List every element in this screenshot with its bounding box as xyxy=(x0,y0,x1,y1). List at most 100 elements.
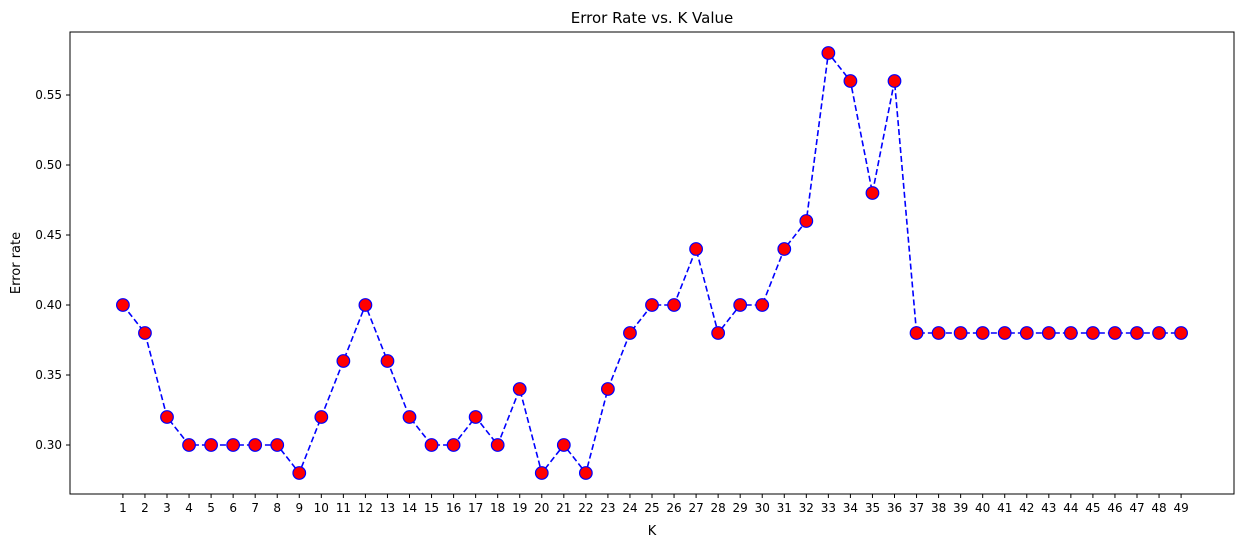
x-tick-label: 25 xyxy=(644,501,659,515)
data-point xyxy=(402,410,417,424)
x-tick-label: 40 xyxy=(975,501,990,515)
x-tick-label: 23 xyxy=(600,501,615,515)
x-tick-label: 29 xyxy=(733,501,748,515)
x-tick-label: 33 xyxy=(821,501,836,515)
data-point xyxy=(292,466,307,480)
data-point xyxy=(314,410,329,424)
data-point xyxy=(1041,326,1056,340)
x-tick-label: 36 xyxy=(887,501,902,515)
data-point xyxy=(953,326,968,340)
x-tick-label: 24 xyxy=(622,501,637,515)
data-point xyxy=(755,298,770,312)
data-point xyxy=(645,298,659,312)
x-axis: 1 2 3 4 5 6 7 8 9 10 11 12 13 14 15 16 17 18 19 20 21 22 23 24 2… xyxy=(119,494,1189,515)
x-tick-label: 43 xyxy=(1041,501,1056,515)
data-point xyxy=(909,326,924,340)
data-point xyxy=(821,46,836,60)
chart-title: Error Rate vs. K Value xyxy=(571,9,734,27)
x-tick-label: 17 xyxy=(468,501,483,515)
data-point xyxy=(182,438,196,452)
x-tick-label: 10 xyxy=(314,501,329,515)
x-tick-label: 22 xyxy=(578,501,593,515)
x-tick-label: 5 xyxy=(207,501,215,515)
x-tick-label: 28 xyxy=(710,501,725,515)
y-tick-label: 0.40 xyxy=(35,298,62,312)
x-tick-label: 6 xyxy=(229,501,237,515)
data-point xyxy=(711,326,726,340)
data-point xyxy=(887,74,902,88)
data-point xyxy=(799,214,814,228)
data-point xyxy=(534,466,549,480)
x-tick-label: 8 xyxy=(273,501,281,515)
data-point xyxy=(358,298,373,312)
x-tick-label: 38 xyxy=(931,501,946,515)
x-tick-label: 2 xyxy=(141,501,149,515)
y-tick-label: 0.45 xyxy=(35,228,62,242)
x-tick-label: 1 xyxy=(119,501,127,515)
data-point xyxy=(733,298,748,312)
data-point xyxy=(997,326,1012,340)
x-tick-label: 16 xyxy=(446,501,461,515)
data-point xyxy=(1108,326,1122,340)
data-point xyxy=(1152,326,1166,340)
data-point xyxy=(556,438,571,452)
data-point xyxy=(336,354,351,368)
x-tick-label: 4 xyxy=(185,501,193,515)
data-point xyxy=(843,74,858,88)
data-point xyxy=(1086,326,1100,340)
data-point xyxy=(446,438,461,452)
x-tick-label: 18 xyxy=(490,501,505,515)
data-point xyxy=(689,242,703,256)
plot-area xyxy=(116,46,1188,480)
y-axis: 0.30 0.35 0.40 0.45 0.50 0.55 xyxy=(35,88,70,452)
data-point xyxy=(1063,326,1078,340)
x-tick-label: 12 xyxy=(358,501,373,515)
x-tick-label: 19 xyxy=(512,501,527,515)
series-line xyxy=(122,51,1182,475)
data-point xyxy=(226,438,241,452)
x-tick-label: 3 xyxy=(163,501,171,515)
x-tick-label: 31 xyxy=(777,501,792,515)
data-point xyxy=(424,438,439,452)
x-tick-label: 20 xyxy=(534,501,549,515)
x-tick-label: 27 xyxy=(688,501,703,515)
x-tick-label: 49 xyxy=(1173,501,1188,515)
x-tick-label: 42 xyxy=(1019,501,1034,515)
x-tick-label: 47 xyxy=(1129,501,1144,515)
x-tick-label: 34 xyxy=(843,501,858,515)
x-tick-label: 44 xyxy=(1063,501,1078,515)
x-axis-label: K xyxy=(648,524,657,539)
x-tick-label: 30 xyxy=(755,501,770,515)
data-point xyxy=(468,410,483,424)
data-point xyxy=(667,298,681,312)
data-point xyxy=(578,466,593,480)
data-point xyxy=(380,354,395,368)
data-point xyxy=(116,298,130,312)
data-point xyxy=(975,326,990,340)
y-axis-label: Error rate xyxy=(9,232,24,294)
x-tick-label: 26 xyxy=(666,501,681,515)
plot-frame xyxy=(69,31,1235,495)
y-tick-label: 0.30 xyxy=(35,438,62,452)
data-point xyxy=(1174,326,1188,340)
data-point xyxy=(1019,326,1034,340)
data-point xyxy=(777,242,792,256)
data-point xyxy=(1130,326,1144,340)
x-tick-label: 37 xyxy=(909,501,924,515)
x-tick-label: 15 xyxy=(424,501,439,515)
x-tick-label: 21 xyxy=(556,501,571,515)
x-tick-label: 14 xyxy=(402,501,417,515)
data-point xyxy=(623,326,637,340)
data-point xyxy=(931,326,946,340)
x-tick-label: 46 xyxy=(1107,501,1122,515)
data-point xyxy=(601,382,615,396)
data-point xyxy=(204,438,218,452)
data-point xyxy=(490,438,505,452)
x-tick-label: 45 xyxy=(1085,501,1100,515)
x-tick-label: 41 xyxy=(997,501,1012,515)
x-tick-label: 39 xyxy=(953,501,968,515)
y-tick-label: 0.55 xyxy=(35,88,62,102)
y-tick-label: 0.35 xyxy=(35,368,62,382)
x-tick-label: 11 xyxy=(336,501,351,515)
